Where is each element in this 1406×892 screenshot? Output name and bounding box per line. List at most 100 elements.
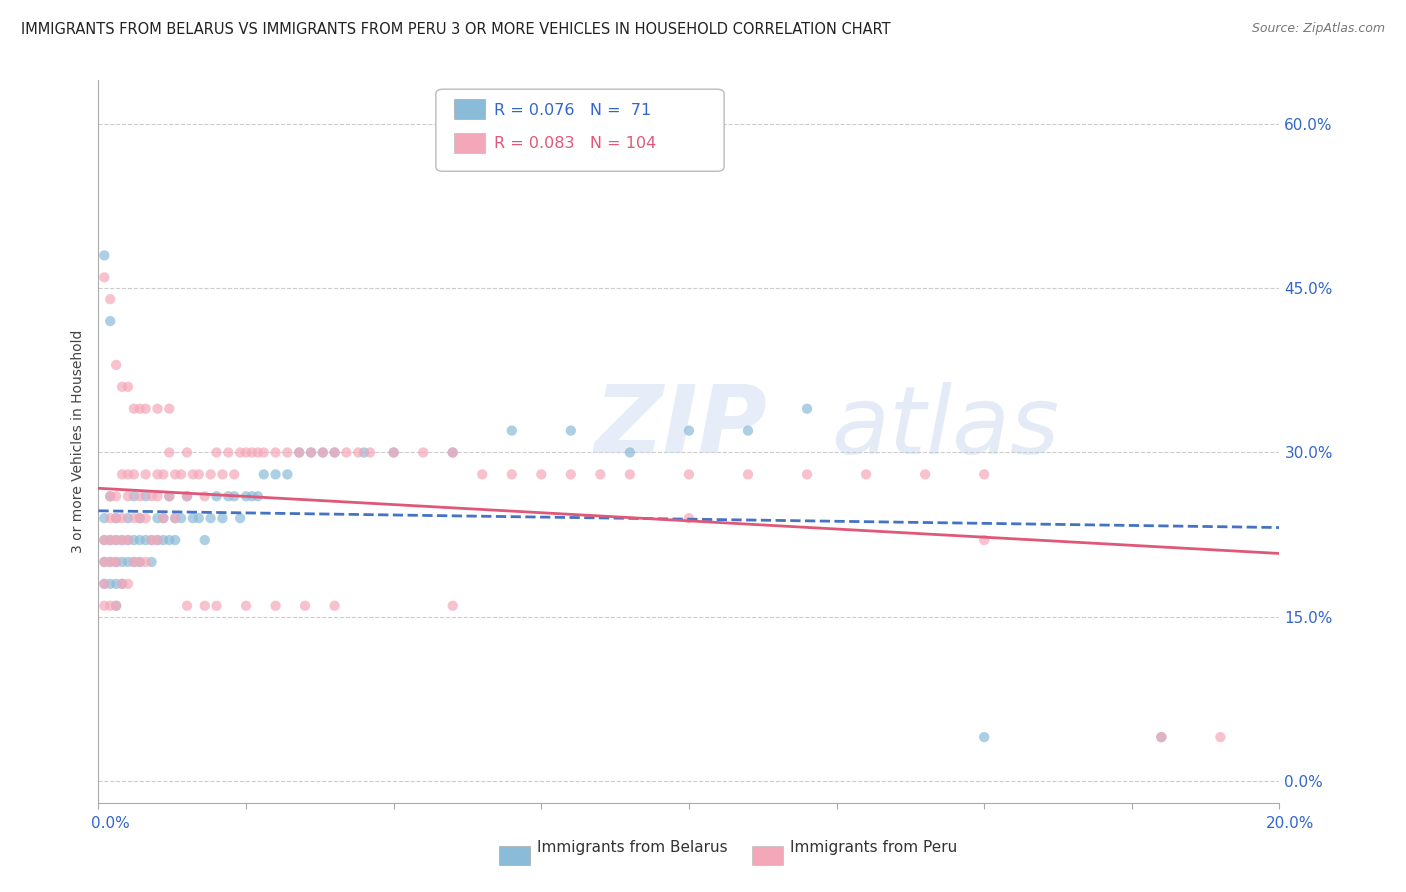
Point <box>98 555 121 569</box>
Point <box>105 511 128 525</box>
Text: ZIP: ZIP <box>595 381 768 473</box>
Point <box>157 401 180 416</box>
Point <box>135 555 157 569</box>
Point <box>973 467 995 482</box>
Point <box>105 577 128 591</box>
Point <box>98 292 121 306</box>
Point <box>217 489 239 503</box>
Point <box>135 489 157 503</box>
Point <box>678 467 700 482</box>
Point <box>128 489 150 503</box>
Y-axis label: 3 or more Vehicles in Household: 3 or more Vehicles in Household <box>72 330 86 553</box>
Point <box>117 533 139 547</box>
Point <box>205 489 228 503</box>
Point <box>117 467 139 482</box>
Point <box>560 424 582 438</box>
Point <box>128 401 150 416</box>
Point <box>235 599 257 613</box>
Point <box>224 467 246 482</box>
Point <box>135 511 157 525</box>
Point <box>471 467 494 482</box>
Point <box>122 533 145 547</box>
Point <box>619 445 641 459</box>
Point <box>359 445 381 459</box>
Point <box>93 555 115 569</box>
Point <box>98 555 121 569</box>
Point <box>253 445 276 459</box>
Point <box>128 533 150 547</box>
Point <box>93 577 115 591</box>
Point <box>152 511 174 525</box>
Point <box>111 555 134 569</box>
Point <box>93 533 115 547</box>
Point <box>176 489 198 503</box>
Point <box>335 445 357 459</box>
Point <box>441 445 464 459</box>
Point <box>146 401 169 416</box>
Point <box>122 467 145 482</box>
Point <box>973 730 995 744</box>
Point <box>98 511 121 525</box>
Point <box>122 401 145 416</box>
Point <box>264 599 287 613</box>
Point <box>323 445 346 459</box>
Point <box>194 533 217 547</box>
Point <box>200 511 222 525</box>
Point <box>105 555 128 569</box>
Point <box>796 467 818 482</box>
Point <box>146 489 169 503</box>
Point <box>299 445 322 459</box>
Point <box>170 467 193 482</box>
Point <box>105 599 128 613</box>
Point <box>98 533 121 547</box>
Point <box>914 467 936 482</box>
Point <box>117 555 139 569</box>
Point <box>229 511 252 525</box>
Point <box>93 533 115 547</box>
Point <box>382 445 405 459</box>
Point <box>276 467 298 482</box>
Point <box>152 511 174 525</box>
Point <box>135 467 157 482</box>
Text: Source: ZipAtlas.com: Source: ZipAtlas.com <box>1251 22 1385 36</box>
Point <box>122 511 145 525</box>
Point <box>211 467 233 482</box>
Point <box>323 599 346 613</box>
Point <box>117 380 139 394</box>
Point <box>105 358 128 372</box>
Point <box>146 533 169 547</box>
Point <box>152 467 174 482</box>
Point <box>105 489 128 503</box>
Point <box>187 511 209 525</box>
Point <box>93 511 115 525</box>
Point <box>141 533 163 547</box>
Point <box>152 533 174 547</box>
Point <box>299 445 322 459</box>
Text: 0.0%: 0.0% <box>91 816 131 831</box>
Point <box>619 467 641 482</box>
Point <box>312 445 335 459</box>
Point <box>111 467 134 482</box>
Point <box>157 533 180 547</box>
Point <box>501 424 523 438</box>
Point <box>165 467 187 482</box>
Point <box>117 511 139 525</box>
Point <box>128 555 150 569</box>
Point <box>122 489 145 503</box>
Point <box>264 467 287 482</box>
Point <box>93 270 115 285</box>
Point <box>855 467 877 482</box>
Point <box>122 555 145 569</box>
Point <box>98 577 121 591</box>
Point <box>501 467 523 482</box>
Point <box>323 445 346 459</box>
Point <box>111 577 134 591</box>
Point <box>382 445 405 459</box>
Point <box>128 511 150 525</box>
Point <box>441 599 464 613</box>
Point <box>560 467 582 482</box>
Point <box>141 555 163 569</box>
Point <box>105 533 128 547</box>
Point <box>128 555 150 569</box>
Point <box>240 445 263 459</box>
